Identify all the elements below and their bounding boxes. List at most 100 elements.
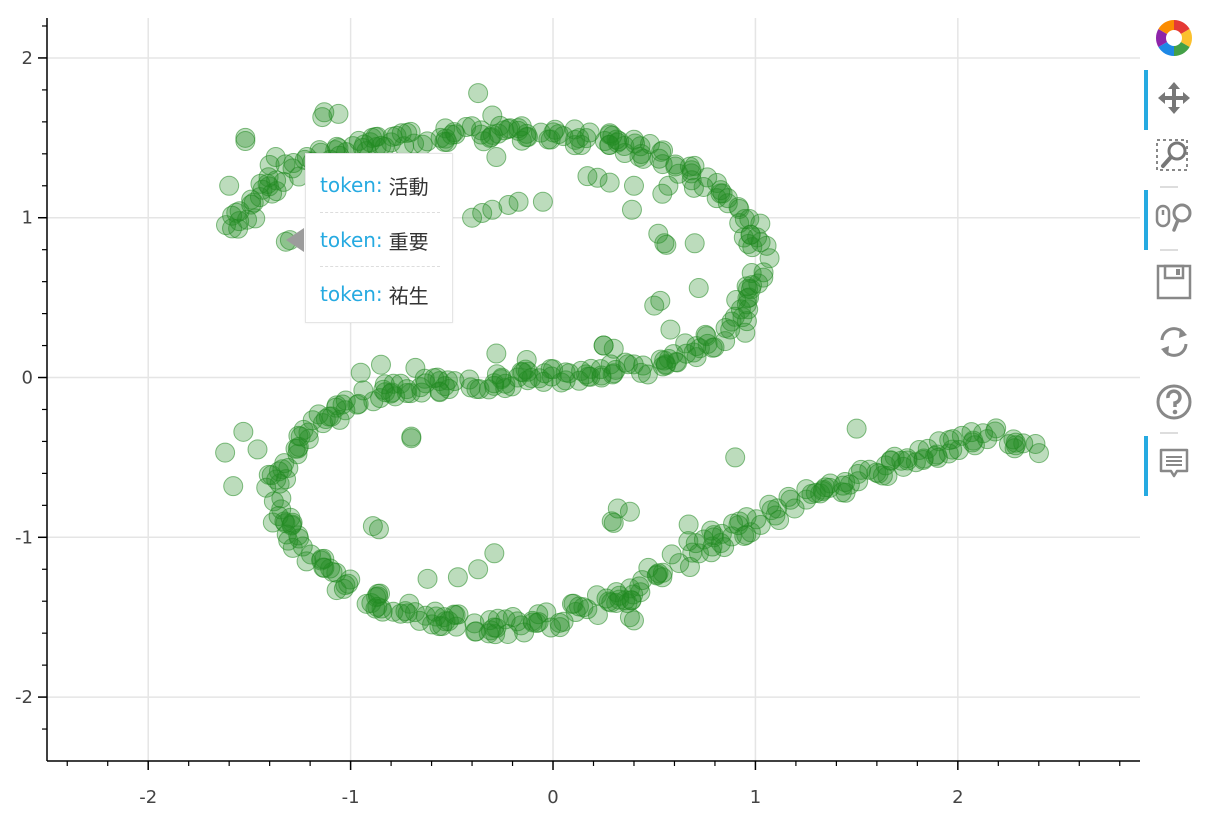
scatter-point — [430, 127, 451, 148]
scatter-point — [962, 432, 983, 453]
scatter-point — [623, 610, 644, 631]
scatter-point — [603, 338, 624, 359]
scatter-point — [350, 362, 371, 383]
hover-icon[interactable] — [1144, 436, 1204, 496]
save-icon[interactable] — [1144, 254, 1204, 310]
x-tick-label: -1 — [342, 787, 360, 808]
scatter-point — [579, 122, 600, 143]
scatter-point — [400, 121, 421, 142]
scatter-point — [732, 307, 753, 328]
scatter-point — [730, 299, 751, 320]
scatter-point — [444, 604, 465, 625]
scatter-point — [739, 209, 760, 230]
scatter-point — [362, 516, 383, 537]
scatter-point — [741, 263, 762, 284]
tooltip-value: 活動 — [388, 174, 429, 199]
scatter-point — [320, 558, 341, 579]
scatter-point — [832, 475, 853, 496]
scatter-point — [851, 459, 872, 480]
scatter-point — [565, 602, 586, 623]
scatter-point — [282, 537, 303, 558]
y-tick-label: 2 — [22, 48, 33, 69]
scatter-point — [383, 373, 404, 394]
y-tick-label: 1 — [22, 208, 33, 229]
scatter-point — [661, 544, 682, 565]
scatter-point — [447, 567, 468, 588]
scatter-point — [250, 173, 271, 194]
bokeh-logo-icon[interactable] — [1144, 10, 1204, 66]
scatter-point — [623, 354, 644, 375]
scatter-point — [485, 624, 506, 645]
scatter-point — [259, 155, 280, 176]
scatter-point — [404, 133, 425, 154]
x-tick-label: 2 — [952, 787, 963, 808]
scatter-point — [961, 422, 982, 443]
scatter-point — [401, 426, 422, 447]
scatter-point — [577, 599, 598, 620]
scatter-point — [759, 248, 780, 269]
scatter-point — [591, 365, 612, 386]
scatter-point — [654, 350, 675, 371]
scatter-point — [587, 167, 608, 188]
pan-icon[interactable] — [1144, 70, 1204, 130]
scatter-point — [484, 543, 505, 564]
scatter-point — [266, 469, 287, 490]
tooltip-key: token: — [320, 282, 383, 306]
scatter-point — [729, 198, 750, 219]
scatter-point — [587, 604, 608, 625]
scatter-point — [665, 154, 686, 175]
scatter-point — [607, 498, 628, 519]
box-zoom-icon[interactable] — [1144, 127, 1204, 183]
x-tick-label: 1 — [750, 787, 761, 808]
scatter-point — [276, 524, 297, 545]
scatter-point — [734, 525, 755, 546]
scatter-point — [219, 175, 240, 196]
scatter-point — [737, 288, 758, 309]
scatter-point — [623, 175, 644, 196]
scatter-point — [684, 233, 705, 254]
scatter-point — [609, 131, 630, 152]
scatter-point — [621, 199, 642, 220]
scatter-point — [247, 439, 268, 460]
scatter-point — [678, 531, 699, 552]
scatter-point — [486, 147, 507, 168]
scatter-point — [259, 176, 280, 197]
scatter-point — [767, 498, 788, 519]
wheel-zoom-icon[interactable] — [1144, 190, 1204, 250]
scatter-point — [372, 601, 393, 622]
scatter-point — [282, 158, 303, 179]
tooltip-key: token: — [320, 173, 383, 197]
scatter-point — [697, 167, 718, 188]
tick-labels: -2 -1 0 1 2 -2 -1 0 1 2 — [15, 48, 964, 808]
scatter-point — [619, 607, 640, 628]
scatter-point — [625, 133, 646, 154]
scatter-point — [417, 568, 438, 589]
scatter-point — [326, 580, 347, 601]
scatter-point — [655, 354, 676, 375]
scatter-point — [268, 461, 289, 482]
scatter-point — [617, 354, 638, 375]
scatter-point — [265, 147, 286, 168]
y-tick-label: -2 — [15, 687, 33, 708]
scatter-point — [435, 118, 456, 139]
scatter-point — [486, 343, 507, 364]
scatter-point — [717, 193, 738, 214]
help-icon[interactable] — [1144, 374, 1204, 430]
scatter-point — [884, 446, 905, 467]
tooltip-row: token: 祐生 — [320, 266, 440, 321]
scatter-point — [599, 172, 620, 193]
scatter-point — [396, 379, 417, 400]
scatter-point — [629, 146, 650, 167]
scatter-point — [404, 602, 425, 623]
hover-tooltip: token: 活動 token: 重要 token: 祐生 — [286, 153, 453, 323]
tooltip-value: 重要 — [388, 229, 429, 254]
scatter-point — [543, 122, 564, 143]
scatter-point — [528, 612, 549, 633]
scatter-point — [913, 448, 934, 469]
scatter-point — [580, 366, 601, 387]
scatter-point — [347, 394, 368, 415]
scatter-point — [555, 370, 576, 391]
scatter-plot[interactable]: -2 -1 0 1 2 -2 -1 0 1 2 — [0, 0, 1140, 824]
scatter-point — [329, 409, 350, 430]
reset-icon[interactable] — [1144, 314, 1204, 370]
